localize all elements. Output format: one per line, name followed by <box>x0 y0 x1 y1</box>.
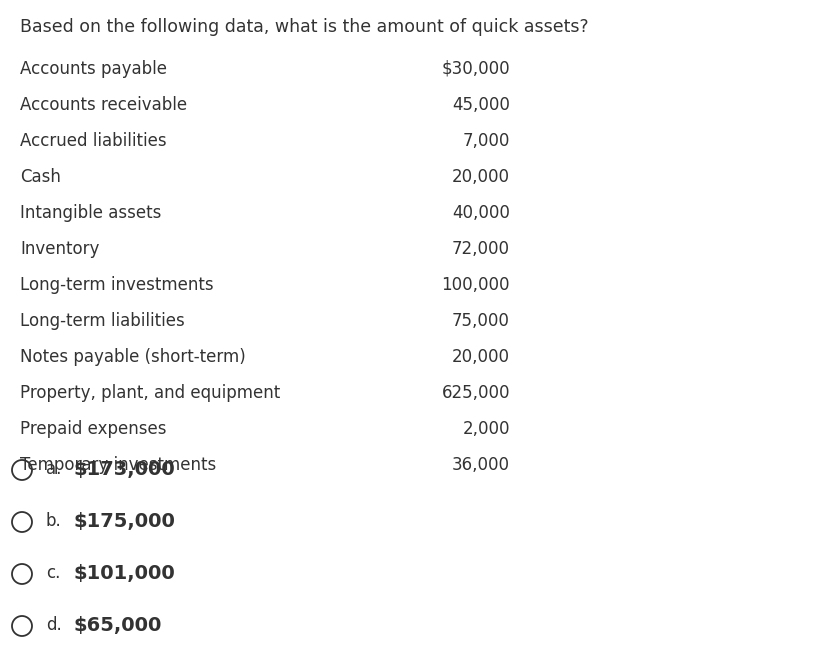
Text: $30,000: $30,000 <box>442 60 510 78</box>
Text: Prepaid expenses: Prepaid expenses <box>20 420 166 438</box>
Text: 20,000: 20,000 <box>452 168 510 186</box>
Text: $101,000: $101,000 <box>74 564 176 583</box>
Text: $175,000: $175,000 <box>74 512 176 531</box>
Text: c.: c. <box>46 564 60 582</box>
Text: Based on the following data, what is the amount of quick assets?: Based on the following data, what is the… <box>20 18 588 36</box>
Text: 75,000: 75,000 <box>452 312 510 330</box>
Text: Long-term investments: Long-term investments <box>20 276 213 294</box>
Text: Property, plant, and equipment: Property, plant, and equipment <box>20 384 280 402</box>
Text: 100,000: 100,000 <box>442 276 510 294</box>
Text: Inventory: Inventory <box>20 240 100 258</box>
Text: Long-term liabilities: Long-term liabilities <box>20 312 185 330</box>
Text: Accounts receivable: Accounts receivable <box>20 96 187 114</box>
Text: 2,000: 2,000 <box>462 420 510 438</box>
Text: 20,000: 20,000 <box>452 348 510 366</box>
Text: d.: d. <box>46 616 62 634</box>
Text: b.: b. <box>46 512 62 530</box>
Text: 36,000: 36,000 <box>452 456 510 474</box>
Text: Notes payable (short-term): Notes payable (short-term) <box>20 348 246 366</box>
Text: Cash: Cash <box>20 168 61 186</box>
Text: 625,000: 625,000 <box>442 384 510 402</box>
Text: 40,000: 40,000 <box>452 204 510 222</box>
Text: 72,000: 72,000 <box>452 240 510 258</box>
Text: a.: a. <box>46 460 61 478</box>
Text: $65,000: $65,000 <box>74 616 162 635</box>
Text: 7,000: 7,000 <box>462 132 510 150</box>
Text: $173,000: $173,000 <box>74 460 176 479</box>
Text: Accounts payable: Accounts payable <box>20 60 167 78</box>
Text: Temporary investments: Temporary investments <box>20 456 216 474</box>
Text: 45,000: 45,000 <box>452 96 510 114</box>
Text: Intangible assets: Intangible assets <box>20 204 162 222</box>
Text: Accrued liabilities: Accrued liabilities <box>20 132 166 150</box>
